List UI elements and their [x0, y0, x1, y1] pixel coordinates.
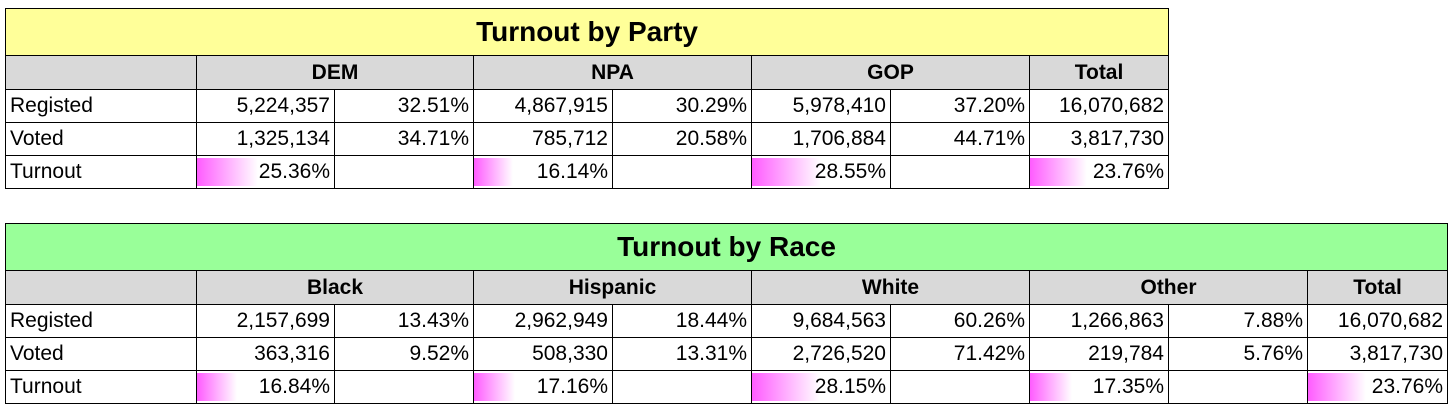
- turnout-value: 17.35%: [1092, 375, 1164, 398]
- row-label-turnout: Turnout: [5, 155, 197, 189]
- cell-value: 5,978,410: [751, 89, 891, 123]
- turnout-databar: [752, 373, 820, 401]
- turnout-databar: [474, 158, 513, 186]
- table-row: Turnout 25.36% 16.14% 28.55% 23.76%: [5, 155, 1170, 189]
- table-row: Voted 1,325,134 34.71% 785,712 20.58% 1,…: [5, 122, 1170, 156]
- turnout-databar: [197, 158, 258, 186]
- table-row: Registed 5,224,357 32.51% 4,867,915 30.2…: [5, 89, 1170, 123]
- cell-value: 508,330: [473, 337, 613, 371]
- row-label-registered: Registed: [5, 89, 197, 123]
- cell-value: 1,706,884: [751, 122, 891, 156]
- group-header-other: Other: [1029, 270, 1308, 305]
- turnout-databar: [474, 373, 516, 401]
- cell-value: 34.71%: [334, 122, 474, 156]
- cell-value: 71.42%: [890, 337, 1030, 371]
- turnout-databar-cell: 23.76%: [1306, 370, 1449, 404]
- cell-value: 37.20%: [890, 89, 1030, 123]
- cell-value: 785,712: [473, 122, 613, 156]
- turnout-total-value: 23.76%: [1371, 375, 1444, 398]
- cell-value: 9.52%: [334, 337, 474, 371]
- table-row: Voted 363,316 9.52% 508,330 13.31% 2,726…: [5, 337, 1449, 371]
- empty-cell: [1168, 370, 1308, 404]
- cell-value: 18.44%: [612, 304, 752, 338]
- turnout-databar-cell: 16.84%: [196, 370, 335, 404]
- empty-cell: [334, 370, 474, 404]
- header-blank-cell: [5, 55, 197, 90]
- cell-value: 2,726,520: [751, 337, 891, 371]
- empty-cell: [612, 370, 752, 404]
- turnout-value: 16.84%: [258, 375, 330, 398]
- party-table-title: Turnout by Party: [4, 8, 1170, 56]
- turnout-value: 17.16%: [536, 375, 608, 398]
- cell-value: 2,962,949: [473, 304, 613, 338]
- turnout-value: 28.15%: [814, 375, 886, 398]
- turnout-databar-cell: 23.76%: [1028, 155, 1170, 189]
- turnout-value: 28.55%: [814, 160, 886, 183]
- turnout-total-value: 23.76%: [1092, 160, 1165, 183]
- group-header-npa: NPA: [473, 55, 752, 90]
- cell-value: 1,266,863: [1029, 304, 1169, 338]
- empty-cell: [334, 155, 474, 189]
- cell-value: 13.43%: [334, 304, 474, 338]
- cell-value: 7.88%: [1168, 304, 1308, 338]
- group-header-total: Total: [1306, 270, 1449, 305]
- turnout-databar-cell: 28.55%: [751, 155, 891, 189]
- group-header-black: Black: [196, 270, 474, 305]
- cell-value: 219,784: [1029, 337, 1169, 371]
- row-label-voted: Voted: [5, 122, 197, 156]
- turnout-databar: [752, 158, 821, 186]
- cell-total: 16,070,682: [1028, 89, 1170, 123]
- turnout-databar-cell: 16.14%: [473, 155, 613, 189]
- cell-value: 20.58%: [612, 122, 752, 156]
- turnout-databar-cell: 17.35%: [1029, 370, 1169, 404]
- race-table-title: Turnout by Race: [4, 223, 1449, 271]
- header-blank-cell: [5, 270, 197, 305]
- turnout-value: 25.36%: [258, 160, 330, 183]
- cell-value: 44.71%: [890, 122, 1030, 156]
- cell-total: 16,070,682: [1306, 304, 1449, 338]
- cell-value: 9,684,563: [751, 304, 891, 338]
- turnout-databar: [1030, 373, 1072, 401]
- turnout-value: 16.14%: [536, 160, 608, 183]
- empty-cell: [890, 155, 1030, 189]
- cell-value: 2,157,699: [196, 304, 335, 338]
- cell-total: 3,817,730: [1306, 337, 1449, 371]
- row-label-voted: Voted: [5, 337, 197, 371]
- turnout-databar-cell: 28.15%: [751, 370, 891, 404]
- turnout-databar: [197, 373, 238, 401]
- cell-value: 1,325,134: [196, 122, 335, 156]
- row-label-turnout: Turnout: [5, 370, 197, 404]
- cell-value: 5,224,357: [196, 89, 335, 123]
- party-turnout-table: Turnout by Party DEM NPA GOP Total Regis…: [4, 8, 1170, 189]
- turnout-databar: [1308, 373, 1366, 401]
- table-row: Registed 2,157,699 13.43% 2,962,949 18.4…: [5, 304, 1449, 338]
- cell-value: 60.26%: [890, 304, 1030, 338]
- group-header-gop: GOP: [751, 55, 1030, 90]
- cell-total: 3,817,730: [1028, 122, 1170, 156]
- cell-value: 4,867,915: [473, 89, 613, 123]
- turnout-databar-cell: 25.36%: [196, 155, 335, 189]
- group-header-white: White: [751, 270, 1030, 305]
- race-turnout-table: Turnout by Race Black Hispanic White Oth…: [4, 223, 1449, 404]
- cell-value: 13.31%: [612, 337, 752, 371]
- empty-cell: [890, 370, 1030, 404]
- turnout-databar: [1030, 158, 1088, 186]
- cell-value: 32.51%: [334, 89, 474, 123]
- row-label-registered: Registed: [5, 304, 197, 338]
- cell-value: 30.29%: [612, 89, 752, 123]
- table-row: Turnout 16.84% 17.16% 28.15% 17.35% 23.7…: [5, 370, 1449, 404]
- turnout-databar-cell: 17.16%: [473, 370, 613, 404]
- cell-value: 363,316: [196, 337, 335, 371]
- cell-value: 5.76%: [1168, 337, 1308, 371]
- empty-cell: [612, 155, 752, 189]
- group-header-dem: DEM: [196, 55, 474, 90]
- group-header-hispanic: Hispanic: [473, 270, 752, 305]
- group-header-total: Total: [1028, 55, 1170, 90]
